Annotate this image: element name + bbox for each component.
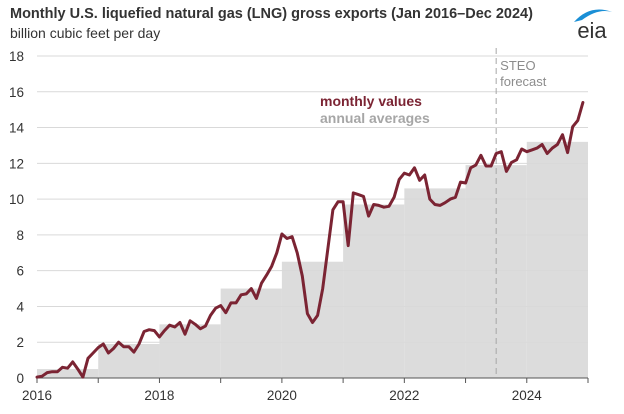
eia-logo-text: eia: [577, 18, 607, 42]
y-tick-label: 18: [9, 49, 24, 64]
y-axis-ticks: 0 2 4 6 8 10 12 14 16 18: [9, 49, 25, 386]
x-tick-label: 2024: [512, 388, 543, 403]
y-tick-label: 0: [16, 371, 24, 386]
monthly-values-line: [35, 101, 585, 379]
eia-logo-swoosh: [574, 9, 612, 22]
x-axis: 2016 2018 2020 2022 2024: [22, 377, 589, 403]
y-tick-label: 16: [9, 85, 24, 100]
y-tick-label: 8: [16, 228, 24, 243]
chart-title: Monthly U.S. liquefied natural gas (LNG)…: [10, 6, 533, 22]
annual-average-bar-2024: [526, 141, 588, 378]
legend-monthly-values: monthly values: [320, 93, 422, 109]
x-tick-label: 2022: [389, 388, 419, 403]
chart-subtitle: billion cubic feet per day: [10, 25, 161, 41]
annual-average-bar-2018: [159, 324, 221, 378]
annual-average-bar-2022: [404, 188, 466, 378]
y-tick-label: 2: [16, 335, 24, 350]
steo-label: STEO: [500, 58, 535, 73]
x-tick-label: 2020: [267, 388, 297, 403]
legend-annual-averages: annual averages: [320, 110, 430, 126]
y-tick-label: 14: [9, 121, 25, 136]
annual-average-bar-2016: [37, 369, 99, 378]
x-tick-label: 2016: [22, 388, 52, 403]
y-tick-label: 6: [16, 264, 24, 279]
annual-averages-area: [37, 141, 588, 378]
eia-logo-icon: eia: [574, 9, 612, 42]
y-tick-label: 10: [9, 192, 24, 207]
annual-average-bar-2021: [343, 204, 405, 378]
x-tick-label: 2018: [144, 388, 174, 403]
y-tick-label: 12: [9, 156, 24, 171]
annual-average-bar-2017: [98, 344, 160, 378]
forecast-label: forecast: [500, 74, 547, 89]
y-tick-label: 4: [16, 299, 24, 314]
